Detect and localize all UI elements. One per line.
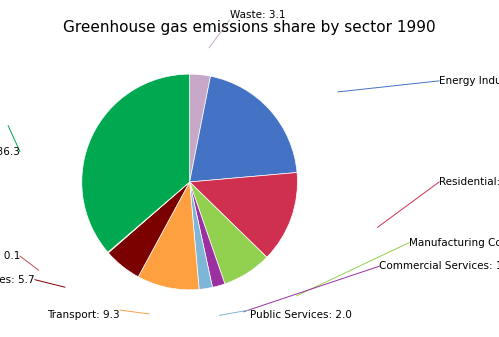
Text: Agriculture: 36.3: Agriculture: 36.3 [0,147,20,157]
Wedge shape [190,182,225,287]
Wedge shape [190,182,267,284]
Text: Waste: 3.1: Waste: 3.1 [230,10,285,20]
Wedge shape [190,76,297,182]
Wedge shape [82,74,190,252]
Wedge shape [190,74,211,182]
Text: Residential: 13.7: Residential: 13.7 [439,177,499,187]
Text: Transport: 9.3: Transport: 9.3 [47,310,120,320]
Text: Industrial Processes: 5.7: Industrial Processes: 5.7 [0,275,35,285]
Text: Energy Industries: 20.5: Energy Industries: 20.5 [439,76,499,86]
Text: F-gases: 0.1: F-gases: 0.1 [0,251,20,261]
Text: Public Services: 2.0: Public Services: 2.0 [250,310,351,320]
Text: Manufacturing Combustion: 7.4: Manufacturing Combustion: 7.4 [409,238,499,248]
Wedge shape [190,173,297,257]
Text: Greenhouse gas emissions share by sector 1990: Greenhouse gas emissions share by sector… [63,20,436,35]
Text: Commercial Services: 1.9: Commercial Services: 1.9 [379,261,499,271]
Wedge shape [138,182,199,290]
Wedge shape [108,182,190,253]
Wedge shape [108,182,190,277]
Wedge shape [190,182,213,289]
